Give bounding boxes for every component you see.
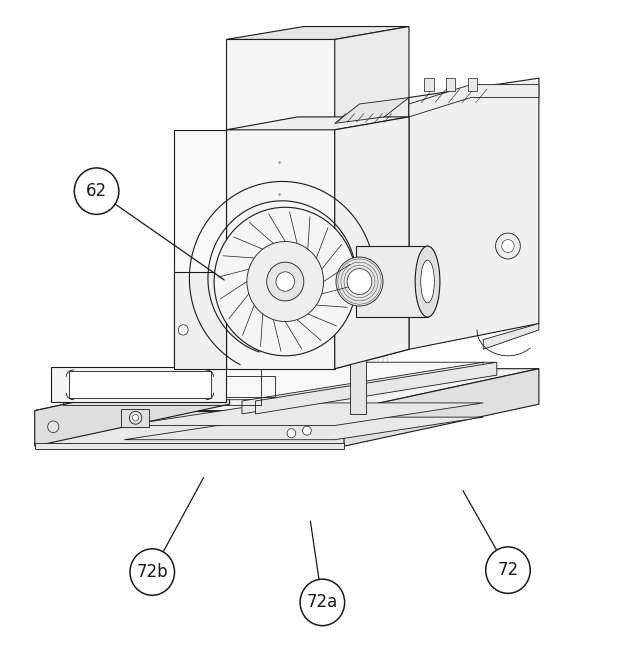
Circle shape <box>133 415 139 421</box>
Polygon shape <box>125 417 483 440</box>
Text: 72: 72 <box>497 561 518 579</box>
Text: ereplacementParts.com: ereplacementParts.com <box>231 353 389 366</box>
Ellipse shape <box>421 260 435 303</box>
Polygon shape <box>69 371 211 399</box>
Circle shape <box>336 257 383 306</box>
Polygon shape <box>467 78 477 91</box>
Circle shape <box>485 547 530 593</box>
Polygon shape <box>174 130 226 369</box>
Circle shape <box>214 207 356 356</box>
Circle shape <box>276 272 294 291</box>
Polygon shape <box>35 369 229 446</box>
Polygon shape <box>483 324 539 349</box>
Polygon shape <box>446 78 455 91</box>
Polygon shape <box>35 443 344 450</box>
Polygon shape <box>356 246 428 317</box>
Circle shape <box>74 168 119 214</box>
Circle shape <box>48 421 59 433</box>
Circle shape <box>247 241 324 322</box>
Text: 72b: 72b <box>136 563 168 581</box>
Polygon shape <box>242 362 483 414</box>
Circle shape <box>267 262 304 301</box>
Polygon shape <box>63 362 495 400</box>
Circle shape <box>502 239 514 252</box>
Polygon shape <box>51 367 226 402</box>
Polygon shape <box>226 39 335 369</box>
Circle shape <box>178 325 188 335</box>
Polygon shape <box>255 362 497 414</box>
Polygon shape <box>35 369 539 411</box>
Polygon shape <box>335 98 409 124</box>
Circle shape <box>303 426 311 435</box>
Polygon shape <box>335 117 409 369</box>
Polygon shape <box>125 403 483 426</box>
Polygon shape <box>335 27 409 369</box>
Text: 72a: 72a <box>307 593 338 611</box>
Circle shape <box>130 549 174 595</box>
Polygon shape <box>35 411 344 446</box>
Polygon shape <box>409 78 539 349</box>
Polygon shape <box>122 409 149 427</box>
Circle shape <box>495 233 520 259</box>
Polygon shape <box>226 117 409 130</box>
Text: 62: 62 <box>86 182 107 200</box>
Polygon shape <box>425 78 434 91</box>
Polygon shape <box>226 27 409 39</box>
Polygon shape <box>409 85 539 117</box>
Circle shape <box>347 269 372 294</box>
Polygon shape <box>350 314 366 414</box>
Polygon shape <box>174 272 226 369</box>
Circle shape <box>287 429 296 438</box>
Circle shape <box>300 579 345 626</box>
Circle shape <box>130 411 142 424</box>
Polygon shape <box>344 369 539 446</box>
Ellipse shape <box>415 246 440 317</box>
